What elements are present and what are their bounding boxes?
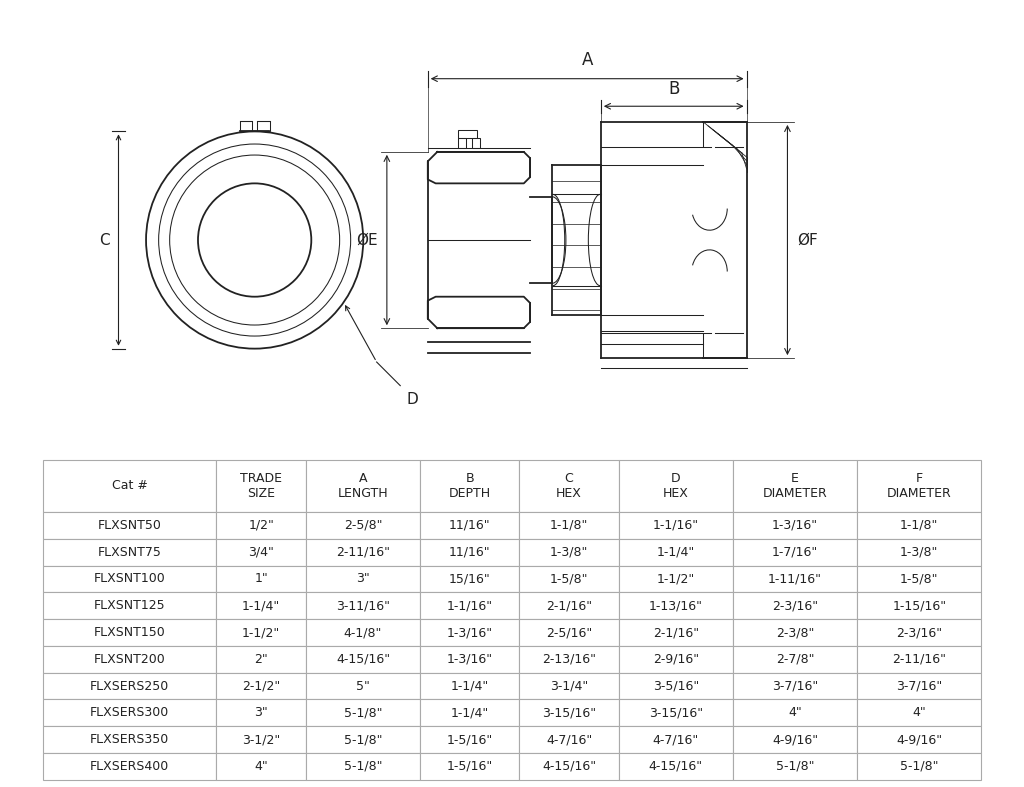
Text: ØE: ØE [355,232,378,248]
Text: B: B [668,80,679,98]
Text: C: C [99,232,110,248]
Text: D: D [407,392,418,407]
Text: ØF: ØF [797,232,817,248]
Bar [458,138,466,148]
Bar [257,121,269,131]
Bar [472,138,479,148]
Bar [458,130,476,138]
Text: A: A [582,51,593,69]
Bar [240,121,252,131]
